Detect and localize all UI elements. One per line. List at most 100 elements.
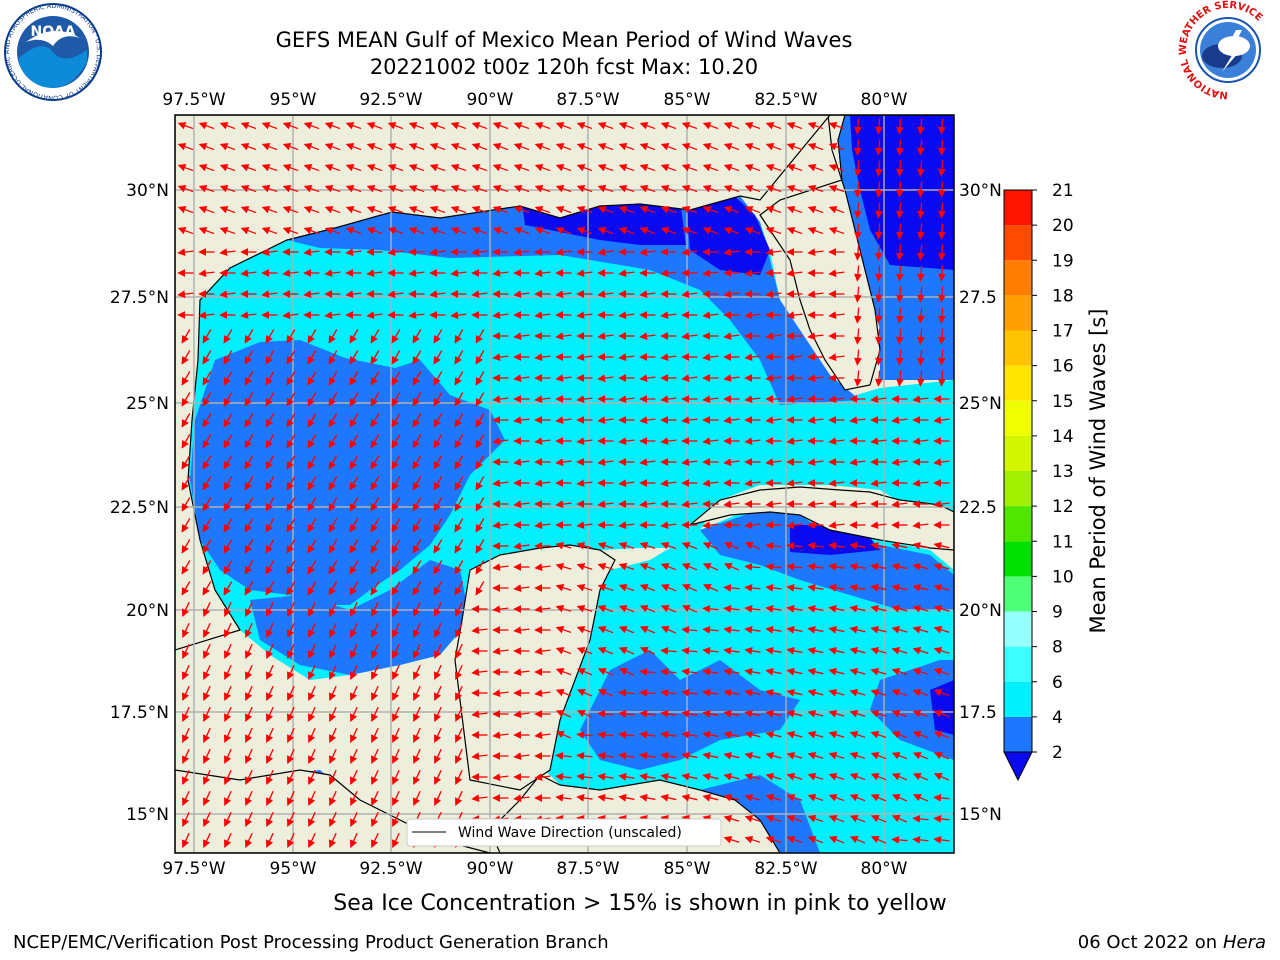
wave-arrow: [597, 710, 614, 718]
wave-arrow: [681, 688, 698, 697]
wave-arrow: [870, 562, 887, 571]
wave-arrow: [265, 392, 275, 407]
wave-arrow: [370, 581, 380, 596]
wave-arrow: [454, 371, 464, 386]
wave-arrow: [245, 769, 253, 785]
wave-arrow: [244, 329, 254, 344]
wave-arrow: [786, 353, 803, 361]
wave-arrow: [328, 371, 338, 386]
wave-arrow: [181, 518, 191, 533]
wave-arrow: [618, 710, 635, 718]
wave-arrow: [744, 563, 761, 571]
lat-tick-right: 27.5: [959, 288, 997, 308]
wave-arrow: [181, 392, 191, 407]
wave-arrow: [786, 521, 803, 529]
wave-arrow: [618, 772, 635, 781]
wave-arrow: [513, 205, 530, 214]
wave-arrow: [912, 752, 929, 760]
wave-arrow: [681, 416, 698, 424]
colorbar-tick-label: 17: [1052, 322, 1074, 342]
wave-arrow: [555, 604, 572, 613]
wave-arrow: [450, 311, 467, 319]
wave-arrow: [681, 248, 698, 256]
wave-arrow: [286, 413, 296, 428]
wave-arrow: [429, 142, 446, 151]
colorbar-tick-label: 11: [1052, 532, 1074, 552]
wave-arrow: [912, 541, 929, 550]
wave-arrow: [828, 521, 845, 529]
wave-arrow: [786, 542, 803, 550]
wave-arrow: [912, 688, 929, 697]
wave-arrow: [324, 163, 341, 172]
wave-arrow: [828, 730, 845, 739]
wave-arrow: [849, 646, 866, 655]
wave-arrow: [307, 434, 317, 449]
wave-arrow: [265, 413, 275, 428]
wave-arrow: [870, 709, 887, 718]
wave-arrow: [744, 353, 761, 361]
wave-arrow: [639, 374, 656, 382]
wave-arrow: [786, 226, 803, 235]
wave-arrow: [408, 142, 425, 151]
wave-arrow: [744, 751, 761, 760]
wave-arrow: [370, 329, 380, 344]
wave-arrow: [555, 184, 572, 193]
wave-arrow: [371, 769, 379, 785]
wave-arrow: [938, 202, 946, 219]
wave-arrow: [408, 163, 425, 172]
wave-arrow: [244, 455, 254, 470]
wave-arrow: [723, 290, 740, 298]
wave-arrow: [933, 667, 950, 676]
colorbar-segment: [1004, 716, 1032, 752]
wave-arrow: [681, 374, 698, 382]
wave-arrow: [492, 269, 509, 277]
wave-arrow: [475, 434, 485, 449]
colorbar-segment: [1004, 471, 1032, 507]
wave-arrow: [660, 395, 677, 403]
wave-arrow: [433, 560, 443, 575]
lat-tick-right: 15°N: [959, 805, 1002, 825]
wave-arrow: [513, 374, 530, 382]
wave-arrow: [202, 476, 212, 491]
wave-arrow: [555, 290, 572, 298]
wave-arrow: [475, 455, 485, 470]
colorbar-tick-label: 19: [1052, 251, 1074, 271]
wave-arrow: [349, 455, 359, 470]
wave-arrow: [849, 541, 866, 550]
wave-arrow: [917, 202, 925, 219]
wave-arrow: [223, 476, 233, 491]
wave-arrow: [618, 626, 635, 634]
wave-arrow: [597, 647, 614, 655]
lon-tick-top: 97.5°W: [162, 90, 225, 110]
wave-arrow: [555, 773, 572, 781]
wave-arrow: [454, 497, 464, 512]
wave-arrow: [744, 184, 761, 193]
wave-arrow: [265, 434, 275, 449]
wave-arrow: [723, 248, 740, 256]
wave-arrow: [223, 371, 233, 386]
wave-arrow: [412, 518, 422, 533]
wave-arrow: [412, 581, 422, 596]
wave-arrow: [744, 542, 761, 550]
wave-arrow: [854, 265, 862, 282]
wave-arrow: [870, 479, 887, 487]
wave-arrow: [219, 205, 236, 214]
wave-arrow: [350, 664, 358, 680]
wave-arrow: [307, 560, 317, 575]
wave-arrow: [412, 434, 422, 449]
wave-arrow: [308, 601, 316, 617]
wave-arrow: [492, 311, 509, 319]
wave-arrow: [723, 121, 740, 130]
wave-arrow: [660, 437, 677, 445]
wave-arrow: [896, 286, 904, 303]
wave-arrow: [244, 560, 254, 575]
wave-arrow: [933, 583, 950, 592]
wave-arrow: [534, 142, 551, 151]
wave-arrow: [261, 142, 278, 151]
wave-arrow: [286, 518, 296, 533]
wave-arrow: [597, 772, 614, 781]
wave-arrow: [828, 646, 845, 655]
wave-arrow: [370, 350, 380, 365]
wave-arrow: [475, 413, 485, 428]
wave-arrow: [219, 248, 236, 256]
